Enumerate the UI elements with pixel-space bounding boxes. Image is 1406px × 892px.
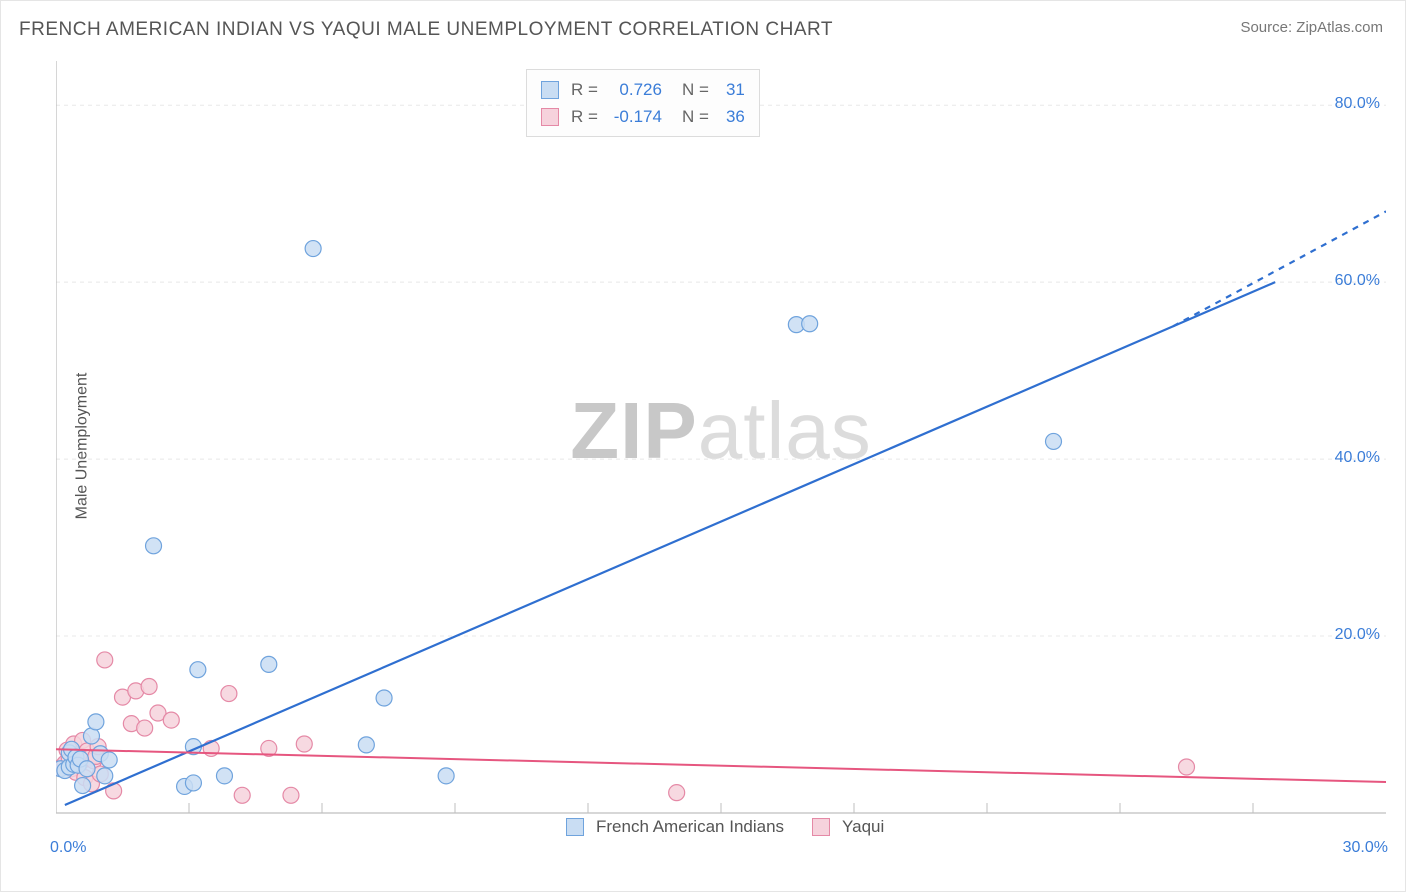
stat-r-value: 0.726 <box>606 76 662 103</box>
scatter-point <box>221 686 237 702</box>
scatter-point <box>101 752 117 768</box>
stat-r-label: R = <box>571 76 598 103</box>
legend-swatch <box>541 81 559 99</box>
legend-item: Yaqui <box>812 817 884 837</box>
x-tick-label: 0.0% <box>50 839 86 857</box>
x-tick-label: 30.0% <box>1343 839 1388 857</box>
scatter-point <box>97 768 113 784</box>
scatter-point <box>146 538 162 554</box>
scatter-point <box>137 720 153 736</box>
chart-title: FRENCH AMERICAN INDIAN VS YAQUI MALE UNE… <box>19 19 833 41</box>
y-tick-label: 20.0% <box>1335 626 1380 644</box>
scatter-point <box>185 775 201 791</box>
scatter-point <box>141 678 157 694</box>
scatter-point <box>296 736 312 752</box>
bottom-legend: French American Indians Yaqui <box>566 817 884 837</box>
stats-row: R = -0.174 N = 36 <box>541 103 745 130</box>
scatter-point <box>163 712 179 728</box>
scatter-point <box>802 316 818 332</box>
legend-swatch <box>812 818 830 836</box>
chart-container: FRENCH AMERICAN INDIAN VS YAQUI MALE UNE… <box>0 0 1406 892</box>
y-tick-label: 40.0% <box>1335 449 1380 467</box>
legend-label: Yaqui <box>842 817 884 837</box>
stat-r-label: R = <box>571 103 598 130</box>
legend-swatch <box>541 108 559 126</box>
scatter-point <box>83 728 99 744</box>
stat-r-value: -0.174 <box>606 103 662 130</box>
stat-n-value: 36 <box>717 103 745 130</box>
scatter-point <box>283 787 299 803</box>
scatter-point <box>1046 433 1062 449</box>
scatter-point <box>97 652 113 668</box>
stats-legend-box: R = 0.726 N = 31 R = -0.174 N = 36 <box>526 69 760 137</box>
stat-n-label: N = <box>682 103 709 130</box>
scatter-point <box>190 662 206 678</box>
scatter-point <box>1179 759 1195 775</box>
legend-item: French American Indians <box>566 817 784 837</box>
scatter-point <box>79 761 95 777</box>
scatter-point <box>216 768 232 784</box>
stat-n-value: 31 <box>717 76 745 103</box>
scatter-point <box>234 787 250 803</box>
scatter-point <box>305 241 321 257</box>
scatter-point <box>376 690 392 706</box>
legend-label: French American Indians <box>596 817 784 837</box>
legend-swatch <box>566 818 584 836</box>
source-attribution: Source: ZipAtlas.com <box>1240 19 1383 36</box>
scatter-point <box>358 737 374 753</box>
scatter-point <box>75 778 91 794</box>
trend-line <box>65 282 1275 805</box>
y-tick-label: 80.0% <box>1335 95 1380 113</box>
scatter-point <box>438 768 454 784</box>
scatter-point <box>669 785 685 801</box>
scatter-plot <box>56 61 1386 831</box>
chart-area: ZIPatlas R =0.726N =31R =-0.174N =36 Fre… <box>56 61 1386 831</box>
stats-row: R = 0.726 N = 31 <box>541 76 745 103</box>
y-tick-label: 60.0% <box>1335 272 1380 290</box>
stat-n-label: N = <box>682 76 709 103</box>
scatter-point <box>261 656 277 672</box>
scatter-point <box>88 714 104 730</box>
trend-line-extrapolated <box>1173 211 1386 326</box>
